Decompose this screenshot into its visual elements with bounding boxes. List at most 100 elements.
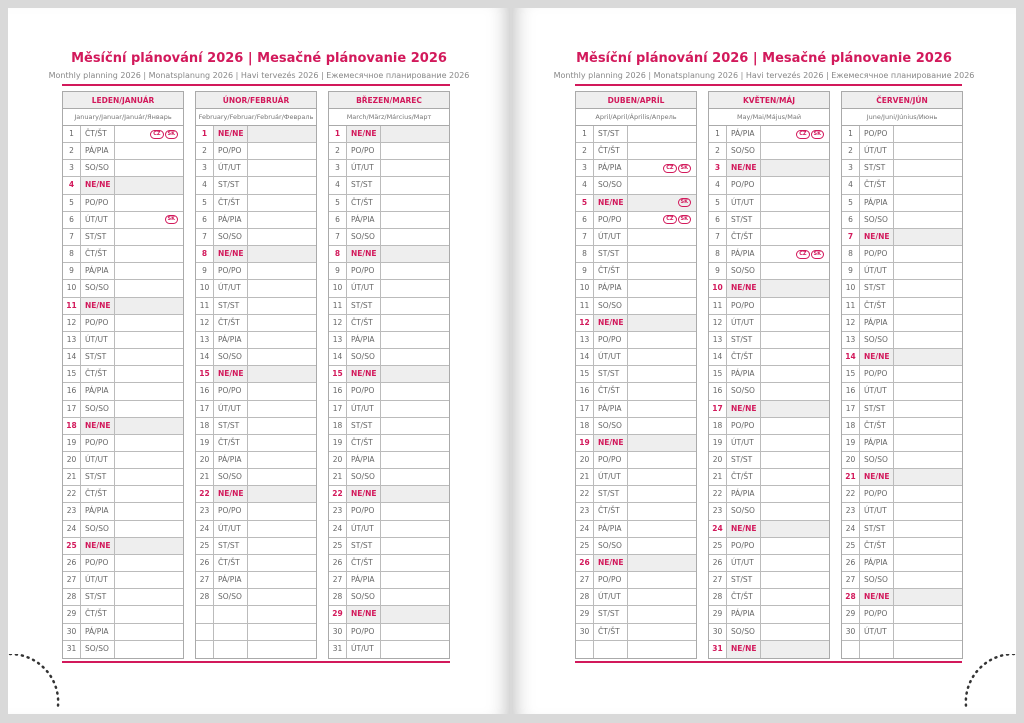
notes-cell[interactable] — [894, 606, 962, 622]
day-row[interactable]: 16 PO/PO — [329, 383, 449, 401]
day-row[interactable]: 30 PO/PO — [329, 623, 449, 641]
notes-cell[interactable] — [381, 589, 449, 605]
day-row[interactable]: 24 ÚT/UT — [329, 520, 449, 538]
day-row[interactable]: 7 SO/SO — [196, 228, 316, 247]
notes-cell[interactable]: CZ SK — [628, 212, 696, 228]
notes-cell[interactable] — [115, 315, 183, 331]
day-row[interactable]: 30 ÚT/UT — [842, 623, 962, 641]
notes-cell[interactable] — [248, 366, 316, 383]
day-row[interactable]: 1 PÁ/PIA CZ SK — [709, 126, 829, 144]
day-row[interactable]: 2 PO/PO — [196, 143, 316, 161]
notes-cell[interactable] — [115, 246, 183, 262]
day-row[interactable]: 17 SO/SO — [63, 400, 183, 418]
notes-cell[interactable] — [761, 212, 829, 228]
notes-cell[interactable] — [381, 572, 449, 588]
notes-cell[interactable] — [628, 521, 696, 537]
notes-cell[interactable] — [381, 298, 449, 314]
notes-cell[interactable] — [761, 520, 829, 537]
notes-cell[interactable] — [761, 229, 829, 245]
notes-cell[interactable] — [248, 538, 316, 554]
day-row[interactable]: 22 NE/NE — [329, 486, 449, 504]
day-row[interactable]: 10 NE/NE — [709, 280, 829, 298]
notes-cell[interactable] — [381, 418, 449, 434]
notes-cell[interactable] — [628, 554, 696, 572]
day-row[interactable] — [196, 623, 316, 641]
notes-cell[interactable] — [248, 589, 316, 605]
day-row[interactable] — [196, 606, 316, 624]
notes-cell[interactable] — [381, 624, 449, 640]
notes-cell[interactable] — [248, 315, 316, 331]
notes-cell[interactable] — [381, 452, 449, 468]
notes-cell[interactable] — [381, 126, 449, 143]
notes-cell[interactable] — [115, 297, 183, 314]
notes-cell[interactable] — [894, 160, 962, 176]
day-row[interactable]: 23 PÁ/PIA — [63, 503, 183, 521]
notes-cell[interactable] — [628, 503, 696, 519]
notes-cell[interactable] — [381, 521, 449, 537]
day-row[interactable]: 15 PÁ/PIA — [709, 366, 829, 384]
day-row[interactable]: 16 ÚT/UT — [842, 383, 962, 401]
notes-cell[interactable] — [894, 589, 962, 606]
notes-cell[interactable] — [115, 486, 183, 502]
day-row[interactable]: 29 ST/ST — [576, 606, 696, 624]
day-row[interactable]: 10 SO/SO — [63, 280, 183, 298]
notes-cell[interactable] — [248, 555, 316, 571]
notes-cell[interactable] — [248, 521, 316, 537]
notes-cell[interactable] — [894, 538, 962, 554]
notes-cell[interactable] — [761, 349, 829, 365]
notes-cell[interactable] — [381, 555, 449, 571]
day-row[interactable]: 13 PÁ/PIA — [196, 331, 316, 350]
day-row[interactable]: 15 NE/NE — [329, 366, 449, 384]
day-row[interactable]: 11 ST/ST — [329, 297, 449, 315]
day-row[interactable]: 15 ST/ST — [576, 366, 696, 384]
day-row[interactable]: 7 NE/NE — [842, 228, 962, 247]
day-row[interactable]: 31 NE/NE — [709, 640, 829, 658]
day-row[interactable]: 12 ČT/ŠT — [329, 314, 449, 332]
notes-cell[interactable] — [115, 537, 183, 554]
day-row[interactable]: 9 SO/SO — [709, 263, 829, 281]
day-row[interactable]: 24 NE/NE — [709, 520, 829, 538]
day-row[interactable]: 17 PÁ/PIA — [576, 400, 696, 418]
notes-cell[interactable] — [248, 418, 316, 434]
notes-cell[interactable] — [248, 383, 316, 399]
notes-cell[interactable] — [248, 486, 316, 503]
day-row[interactable]: 26 PÁ/PIA — [842, 554, 962, 573]
day-row[interactable]: 29 PÁ/PIA — [709, 606, 829, 624]
notes-cell[interactable] — [248, 195, 316, 211]
notes-cell[interactable] — [894, 418, 962, 434]
notes-cell[interactable] — [381, 229, 449, 245]
notes-cell[interactable] — [381, 366, 449, 383]
notes-cell[interactable] — [381, 263, 449, 279]
notes-cell[interactable] — [115, 160, 183, 176]
day-row[interactable]: 25 ČT/ŠT — [842, 537, 962, 555]
day-row[interactable]: 8 ST/ST — [576, 246, 696, 264]
day-row[interactable]: 22 PO/PO — [842, 486, 962, 504]
day-row[interactable]: 13 PO/PO — [576, 331, 696, 350]
notes-cell[interactable] — [894, 366, 962, 382]
day-row[interactable]: 20 PÁ/PIA — [196, 451, 316, 470]
day-row[interactable] — [576, 640, 696, 658]
notes-cell[interactable] — [761, 486, 829, 502]
day-row[interactable]: 26 PO/PO — [63, 554, 183, 573]
notes-cell[interactable] — [894, 280, 962, 296]
day-row[interactable]: 2 ÚT/UT — [842, 143, 962, 161]
notes-cell[interactable] — [381, 401, 449, 417]
notes-cell[interactable] — [628, 452, 696, 468]
day-row[interactable]: 11 NE/NE — [63, 297, 183, 315]
notes-cell[interactable] — [115, 521, 183, 537]
day-row[interactable]: 4 NE/NE — [63, 177, 183, 195]
day-row[interactable]: 28 SO/SO — [329, 589, 449, 607]
notes-cell[interactable] — [381, 160, 449, 176]
day-row[interactable]: 7 SO/SO — [329, 228, 449, 247]
day-row[interactable]: 24 PÁ/PIA — [576, 520, 696, 538]
day-row[interactable]: 18 ČT/ŠT — [842, 417, 962, 435]
notes-cell[interactable] — [628, 538, 696, 554]
day-row[interactable]: 8 NE/NE — [329, 246, 449, 264]
day-row[interactable]: 15 NE/NE — [196, 366, 316, 384]
notes-cell[interactable] — [115, 624, 183, 640]
day-row[interactable]: 20 PO/PO — [576, 451, 696, 470]
notes-cell[interactable] — [115, 417, 183, 434]
day-row[interactable]: 26 ČT/ŠT — [329, 554, 449, 573]
notes-cell[interactable]: CZ SK — [761, 126, 829, 142]
day-row[interactable]: 3 NE/NE — [709, 160, 829, 178]
